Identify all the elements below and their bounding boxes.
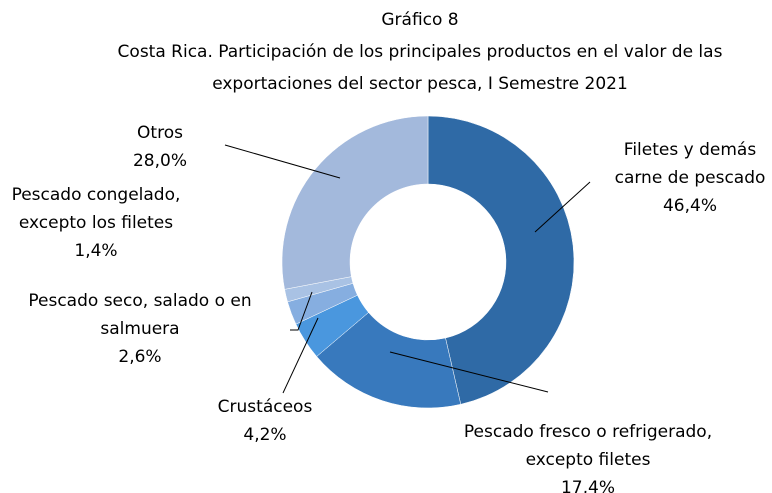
value-label: 17,4%	[561, 478, 615, 493]
leader-line	[389, 351, 549, 393]
value-label: 4,2%	[243, 425, 286, 445]
leader-line	[290, 291, 313, 331]
leader-line	[282, 317, 319, 394]
doughnut-slice	[281, 115, 429, 290]
category-label: Crustáceos	[218, 397, 313, 417]
category-label: Pescado seco, salado o en salmuera	[28, 291, 251, 339]
value-label: 28,0%	[133, 151, 187, 171]
value-label: 1,4%	[74, 241, 117, 261]
category-label: Filetes y demás carne de pescado	[615, 140, 766, 188]
chart-subtitle: exportaciones del sector pesca, I Semest…	[212, 74, 628, 94]
leader-line	[224, 144, 341, 179]
chart-title: Gráfico 8	[381, 10, 458, 30]
value-label: 2,6%	[118, 347, 161, 367]
chart-subtitle: Costa Rica. Participación de los princip…	[118, 42, 723, 62]
category-label: Otros	[137, 123, 183, 143]
leader-line	[534, 181, 591, 233]
category-label: Pescado congelado, excepto los filetes	[12, 185, 181, 233]
value-label: 46,4%	[663, 196, 717, 216]
category-label: Pescado fresco o refrigerado, excepto fil…	[464, 422, 712, 470]
